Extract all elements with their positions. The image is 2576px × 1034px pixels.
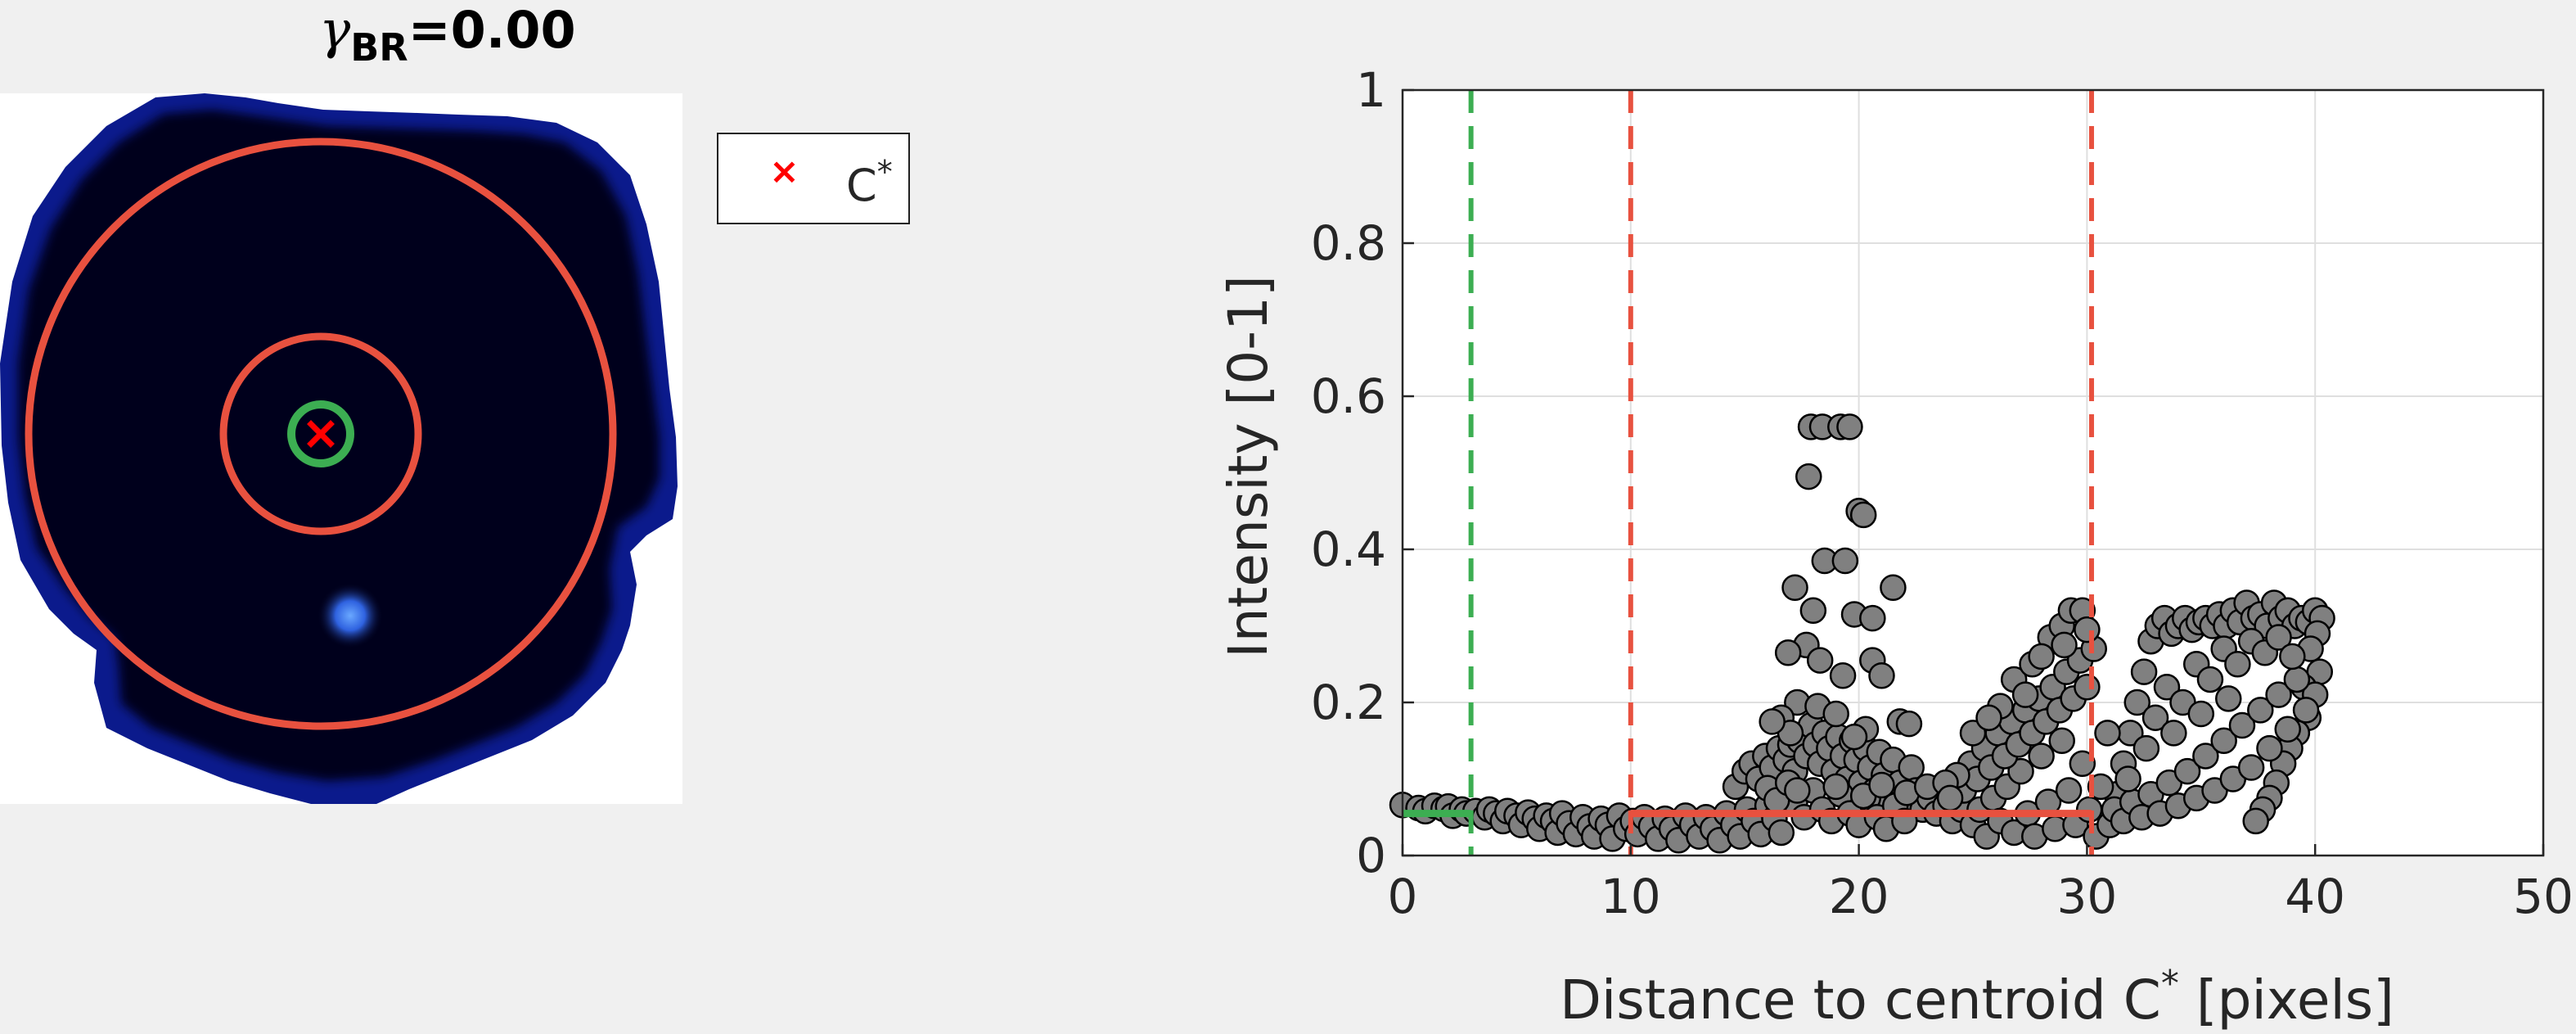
data-point xyxy=(2114,765,2141,792)
y-tick-label: 0.4 xyxy=(1311,522,1386,577)
axes: 0 10 20 30 40 50 0 0.2 0.4 0.6 0.8 1 xyxy=(1311,62,2574,924)
title-value: =0.00 xyxy=(408,0,576,60)
data-point xyxy=(1975,704,2002,731)
x-tick-label: 10 xyxy=(1601,869,1661,924)
data-point xyxy=(2130,658,2158,685)
data-point xyxy=(1822,700,1849,728)
data-point xyxy=(2265,681,2292,708)
data-point xyxy=(1799,597,1827,625)
y-tick-label: 0.8 xyxy=(1311,215,1386,271)
data-point xyxy=(1768,819,1795,847)
data-point xyxy=(2051,631,2078,659)
y-tick-label: 0.2 xyxy=(1311,675,1386,730)
cell-interior xyxy=(18,110,660,781)
data-point xyxy=(2274,716,2301,743)
data-point xyxy=(1868,771,1895,799)
data-point xyxy=(2069,750,2096,778)
data-point xyxy=(2283,666,2311,693)
reference-lines xyxy=(1403,90,2094,856)
legend: × C* xyxy=(717,133,910,224)
data-point xyxy=(2279,643,2306,671)
data-point xyxy=(2074,674,2101,701)
data-point xyxy=(2256,734,2283,762)
data-point xyxy=(1836,413,1863,440)
left-panel-title: γBR=0.00 xyxy=(319,0,576,70)
cell-image-panel xyxy=(0,93,682,804)
data-point xyxy=(1868,662,1895,689)
data-point xyxy=(2074,616,2101,643)
data-point xyxy=(2123,689,2150,716)
data-point xyxy=(2048,727,2075,754)
data-point xyxy=(2247,697,2274,724)
data-point xyxy=(2094,720,2121,747)
data-point xyxy=(1859,604,1886,632)
y-tick-label: 0.6 xyxy=(1311,368,1386,424)
data-point xyxy=(2160,720,2187,747)
data-point xyxy=(2087,773,2114,801)
x-tick-label: 20 xyxy=(1829,869,1889,924)
data-point xyxy=(2210,727,2237,754)
data-point xyxy=(1781,574,1808,601)
data-point xyxy=(2007,757,2034,785)
x-axis-label-sup: * xyxy=(2161,963,2179,1005)
data-point xyxy=(1840,723,1868,751)
data-point xyxy=(1849,501,1877,529)
plot-frame xyxy=(1401,88,2545,857)
data-point xyxy=(1806,647,1834,674)
data-point xyxy=(1774,639,1802,666)
x-axis-label-main: Distance to centroid C xyxy=(1560,969,2161,1032)
data-point xyxy=(2011,681,2039,708)
data-point xyxy=(1959,720,1987,747)
data-point xyxy=(1831,547,1859,575)
data-point xyxy=(2228,711,2256,739)
data-point xyxy=(2028,743,2055,770)
data-point xyxy=(2192,743,2219,770)
title-gamma-symbol: γ xyxy=(319,0,351,61)
data-point xyxy=(2132,734,2160,762)
data-point xyxy=(2237,754,2265,781)
inner-red-circle xyxy=(219,332,422,535)
legend-centroid-marker-icon: × xyxy=(769,151,799,192)
legend-label: C* xyxy=(846,154,893,211)
data-point xyxy=(2141,704,2169,731)
y-axis-label: Intensity [0-1] xyxy=(1217,275,1280,658)
x-axis-label: Distance to centroid C* [pixels] xyxy=(1560,963,2394,1032)
centroid-marker xyxy=(307,420,335,448)
data-point xyxy=(1784,777,1811,804)
title-subscript: BR xyxy=(350,25,408,70)
data-point xyxy=(1822,773,1849,801)
data-point xyxy=(2196,666,2224,693)
x-axis-label-suffix: [pixels] xyxy=(2179,969,2394,1032)
x-tick-label: 30 xyxy=(2056,869,2117,924)
data-point xyxy=(1759,708,1786,735)
legend-label-sup: * xyxy=(876,154,893,190)
data-point xyxy=(1795,463,1822,490)
x-tick-label: 0 xyxy=(1388,869,1418,924)
y-tick-label: 1 xyxy=(1356,62,1386,118)
y-tick-label: 0 xyxy=(1356,828,1386,883)
data-point xyxy=(2028,643,2055,671)
outer-red-circle xyxy=(25,138,617,730)
x-tick-label: 50 xyxy=(2513,869,2574,924)
data-point xyxy=(2215,685,2242,712)
legend-label-text: C xyxy=(846,160,877,211)
data-point xyxy=(2265,624,2292,651)
data-point xyxy=(2187,700,2215,728)
data-point xyxy=(2055,777,2083,804)
data-point xyxy=(2153,674,2181,701)
bright-spot xyxy=(317,583,383,648)
data-point xyxy=(2224,651,2251,678)
data-point xyxy=(1829,662,1857,689)
data-point xyxy=(2242,807,2269,835)
data-point xyxy=(2173,757,2201,785)
data-point xyxy=(1895,710,1923,738)
center-green-circle xyxy=(287,400,354,467)
data-point xyxy=(1936,784,1964,812)
data-point xyxy=(1880,574,1907,601)
data-point xyxy=(2292,697,2320,724)
x-tick-label: 40 xyxy=(2285,869,2345,924)
